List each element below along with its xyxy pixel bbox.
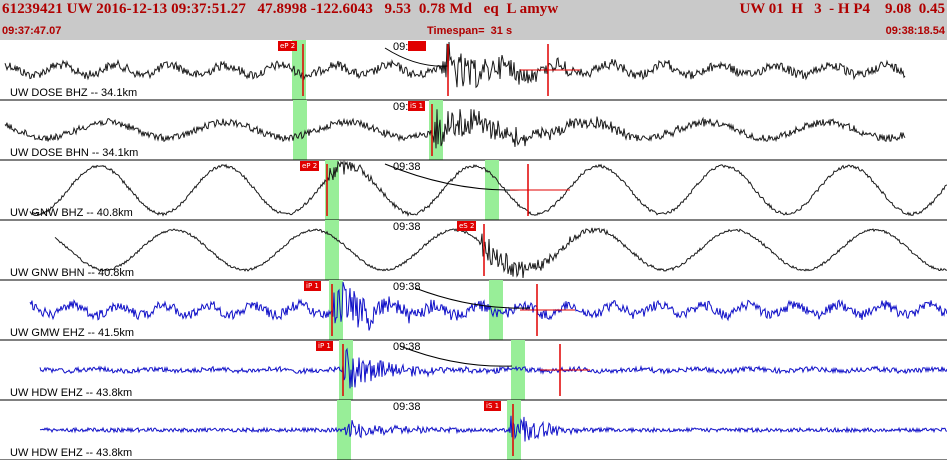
waveform-trace-0: [4, 41, 906, 89]
waveform-trace-2: [29, 160, 947, 217]
station-label-6: UW HDW EHZ -- 43.8km: [10, 447, 133, 459]
event-summary-title: 61239421 UW 2016-12-13 09:37:51.27 47.89…: [2, 1, 559, 17]
time-tick-label-3: 09:38: [393, 221, 421, 233]
travel-time-curve-2: [384, 163, 521, 191]
station-label-1: UW DOSE BHN -- 34.1km: [10, 147, 139, 159]
time-start: 09:37:47.07: [2, 25, 62, 37]
pick-window-4-1: [489, 280, 503, 340]
phase-pick-label[interactable]: iP 1: [304, 281, 321, 291]
time-tick-label-4: 09:38: [393, 281, 421, 293]
waveform-trace-4: [29, 281, 947, 331]
pick-window-4-0: [329, 280, 343, 340]
seismogram-canvas[interactable]: [0, 40, 947, 460]
header-bar: 61239421 UW 2016-12-13 09:37:51.27 47.89…: [0, 0, 947, 20]
phase-pick-label[interactable]: iS 1: [408, 101, 426, 111]
phase-pick-label[interactable]: iS 1: [484, 401, 502, 411]
travel-time-curve-4: [414, 287, 531, 309]
station-label-0: UW DOSE BHZ -- 34.1km: [10, 87, 138, 99]
pick-window-3-0: [325, 220, 339, 280]
travel-time-curve-0: [384, 47, 449, 67]
time-end: 09:38:18.54: [885, 25, 945, 37]
waveform-trace-5: [39, 347, 947, 389]
travel-time-curve-5: [399, 345, 513, 367]
station-label-5: UW HDW EHZ -- 43.8km: [10, 387, 133, 399]
time-tick-label-6: 09:38: [393, 401, 421, 413]
phase-pick-label[interactable]: eS 2: [457, 221, 477, 231]
pick-window-1-0: [293, 100, 307, 160]
seismogram-panels[interactable]: UW DOSE BHZ -- 34.1km 09:38 eP 2 UW DOSE BH…: [0, 40, 947, 460]
time-tick-label-5: 09:38: [393, 341, 421, 353]
timespan-label: Timespan= 31 s: [427, 25, 513, 37]
waveform-trace-3: [54, 227, 947, 279]
phase-pick-label[interactable]: eP 2: [300, 161, 320, 171]
station-label-4: UW GMW EHZ -- 41.5km: [10, 327, 135, 339]
waveform-trace-6: [39, 415, 947, 442]
time-tick-label-2: 09:38: [393, 161, 421, 173]
phase-pick-label[interactable]: [408, 41, 426, 51]
channel-summary-right: UW 01 H 3 - H P4 9.08 0.45: [739, 1, 945, 17]
phase-pick-label[interactable]: iP 1: [316, 341, 333, 351]
phase-pick-label[interactable]: eP 2: [278, 41, 298, 51]
pick-window-5-1: [511, 340, 525, 400]
time-bar: 09:37:47.07 Timespan= 31 s 09:38:18.54: [0, 20, 947, 40]
station-label-2: UW GNW BHZ -- 40.8km: [10, 207, 133, 219]
station-label-3: UW GNW BHN -- 40.8km: [10, 267, 135, 279]
waveform-trace-1: [4, 109, 906, 149]
